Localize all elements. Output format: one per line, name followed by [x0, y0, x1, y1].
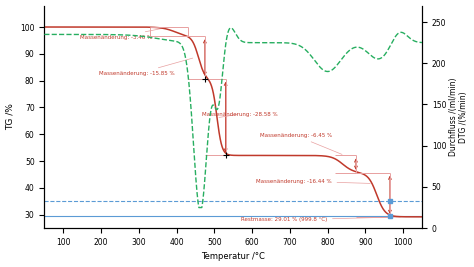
Text: Restmasse: 29.01 % (999.8 °C): Restmasse: 29.01 % (999.8 °C)	[241, 217, 401, 222]
Y-axis label: TG /%: TG /%	[6, 103, 15, 130]
Y-axis label: Durchfluss /(ml/min)
DTG /(%/min): Durchfluss /(ml/min) DTG /(%/min)	[449, 78, 468, 156]
Text: Massenänderung: -28.58 %: Massenänderung: -28.58 %	[202, 112, 278, 117]
Text: Massenänderung: -6.45 %: Massenänderung: -6.45 %	[260, 133, 342, 154]
Text: Massenänderung: -3.46 %: Massenänderung: -3.46 %	[80, 28, 166, 40]
Text: Massenänderung: -15.85 %: Massenänderung: -15.85 %	[99, 58, 193, 76]
Text: Massenänderung: -16.44 %: Massenänderung: -16.44 %	[256, 179, 370, 184]
X-axis label: Temperatur /°C: Temperatur /°C	[201, 252, 265, 261]
